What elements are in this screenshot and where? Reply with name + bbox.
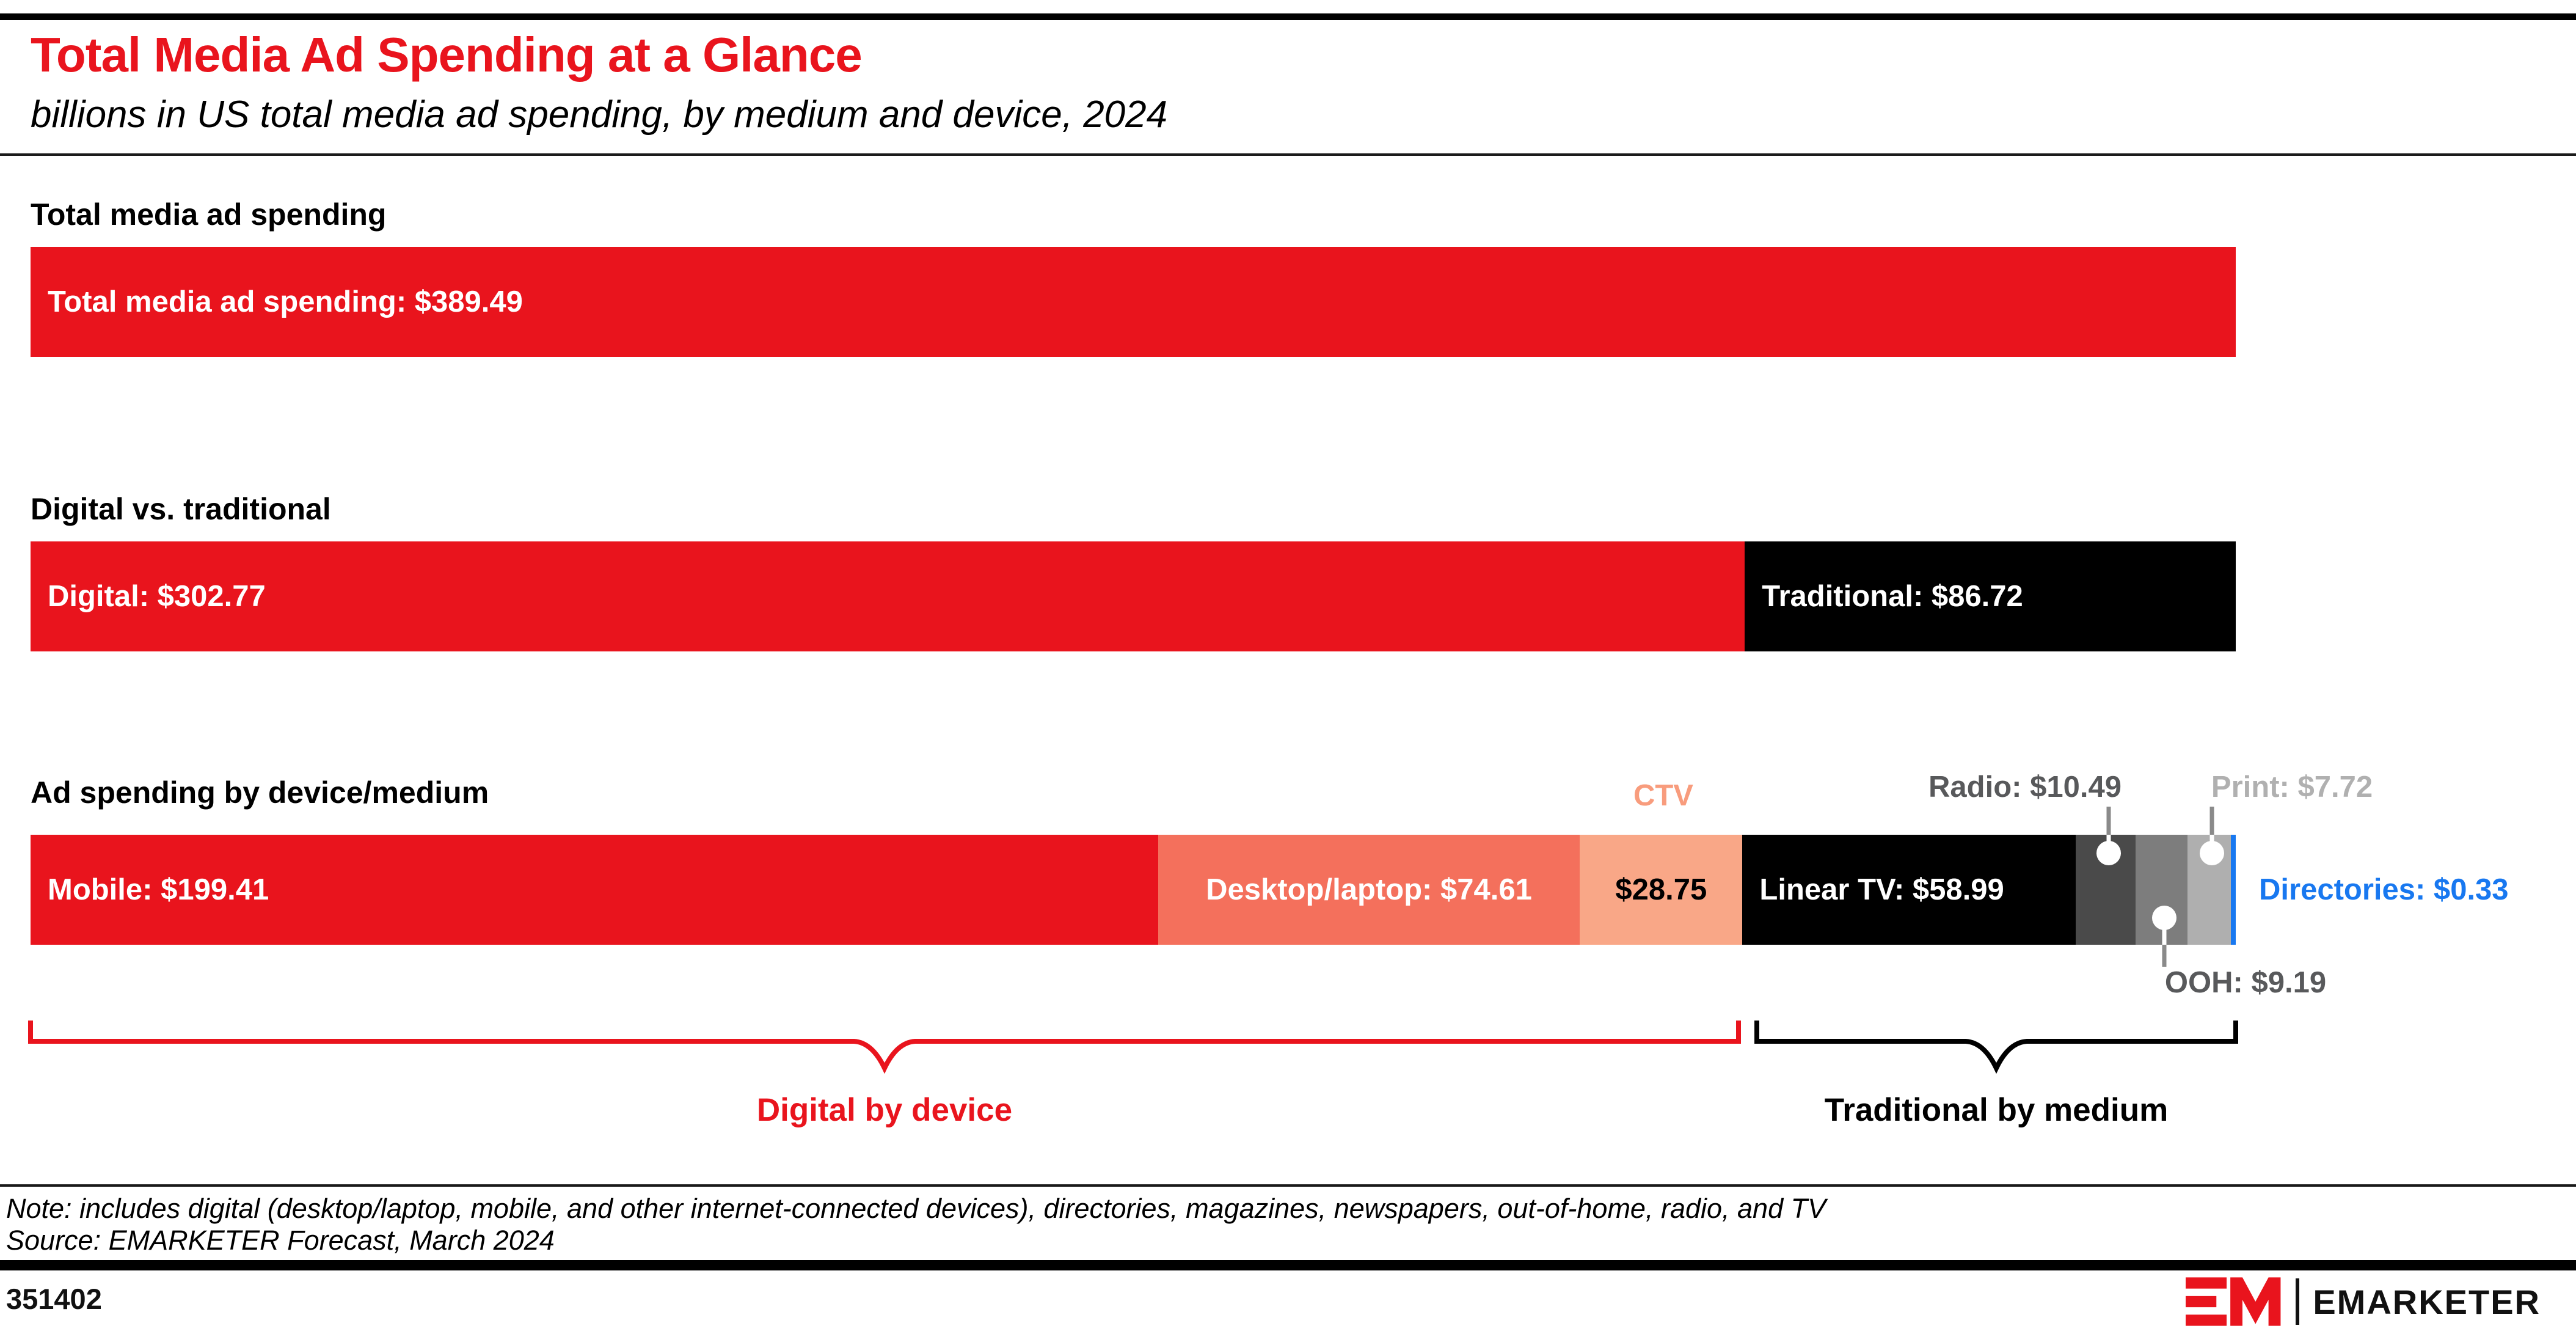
segment-digital-label: Digital: $302.77 bbox=[48, 580, 266, 613]
brace-graphics bbox=[28, 1021, 2238, 1074]
section-heading-device-medium: Ad spending by device/medium bbox=[31, 775, 489, 810]
traditional-brace bbox=[1754, 1021, 2238, 1074]
note-text: Note: includes digital (desktop/laptop, … bbox=[6, 1193, 1826, 1224]
segment-total-label: Total media ad spending: $389.49 bbox=[48, 285, 523, 318]
traditional-brace-label: Traditional by medium bbox=[1824, 1092, 2169, 1128]
segment-ctv: $28.75 bbox=[1580, 835, 1743, 945]
note-divider bbox=[0, 1184, 2576, 1187]
section-heading-digital-vs-traditional: Digital vs. traditional bbox=[31, 492, 331, 526]
radio-callout-dot bbox=[2096, 841, 2121, 865]
source-text: Source: EMARKETER Forecast, March 2024 bbox=[6, 1225, 555, 1256]
print-callout-dot bbox=[2200, 841, 2225, 865]
segment-desktop-laptop: Desktop/laptop: $74.61 bbox=[1158, 835, 1580, 945]
segment-mobile-label: Mobile: $199.41 bbox=[48, 873, 269, 906]
chart-id: 351402 bbox=[6, 1283, 102, 1315]
segment-directories bbox=[2231, 835, 2236, 945]
digital-brace-label: Digital by device bbox=[756, 1092, 1013, 1128]
ooh-callout-stem-inner bbox=[2162, 918, 2167, 945]
segment-linear-tv-label: Linear TV: $58.99 bbox=[1759, 873, 2004, 906]
radio-callout-label: Radio: $10.49 bbox=[1928, 771, 2122, 804]
bar-total: Total media ad spending: $389.49 bbox=[31, 247, 2236, 357]
directories-callout-label: Directories: $0.33 bbox=[2259, 873, 2509, 906]
segment-desktop-laptop-label: Desktop/laptop: $74.61 bbox=[1206, 873, 1532, 906]
device-medium-chart-area: CTV Radio: $10.49 Print: $7.72 Mobile: $… bbox=[31, 764, 2509, 1057]
logo-separator bbox=[2296, 1278, 2300, 1325]
ooh-callout-label: OOH: $9.19 bbox=[2164, 966, 2327, 999]
bar-digital-vs-traditional: Digital: $302.77 Traditional: $86.72 bbox=[31, 541, 2236, 651]
print-callout-stem bbox=[2209, 807, 2214, 835]
em-logo-icon bbox=[2186, 1277, 2281, 1326]
top-rule bbox=[0, 13, 2576, 20]
chart-subtitle: billions in US total media ad spending, … bbox=[31, 93, 1168, 136]
segment-traditional-label: Traditional: $86.72 bbox=[1762, 580, 2023, 613]
segment-total: Total media ad spending: $389.49 bbox=[31, 247, 2236, 357]
bar-device-medium: Mobile: $199.41 Desktop/laptop: $74.61 $… bbox=[31, 835, 2236, 945]
ooh-callout-stem bbox=[2162, 945, 2167, 967]
subtitle-divider bbox=[0, 153, 2576, 156]
radio-callout-stem bbox=[2106, 807, 2111, 835]
ctv-callout-label: CTV bbox=[1633, 779, 1693, 812]
segment-digital: Digital: $302.77 bbox=[31, 541, 1745, 651]
chart-title: Total Media Ad Spending at a Glance bbox=[31, 27, 863, 82]
print-callout-label: Print: $7.72 bbox=[2211, 771, 2373, 804]
brand-name: EMARKETER bbox=[2313, 1282, 2541, 1321]
segment-traditional: Traditional: $86.72 bbox=[1745, 541, 2236, 651]
emarketer-logo: EMARKETER bbox=[2186, 1277, 2541, 1326]
digital-brace bbox=[28, 1021, 1741, 1074]
footer-divider bbox=[0, 1260, 2576, 1270]
segment-mobile: Mobile: $199.41 bbox=[31, 835, 1158, 945]
section-heading-total: Total media ad spending bbox=[31, 197, 387, 232]
segment-ctv-value: $28.75 bbox=[1615, 873, 1707, 906]
segment-linear-tv: Linear TV: $58.99 bbox=[1742, 835, 2076, 945]
